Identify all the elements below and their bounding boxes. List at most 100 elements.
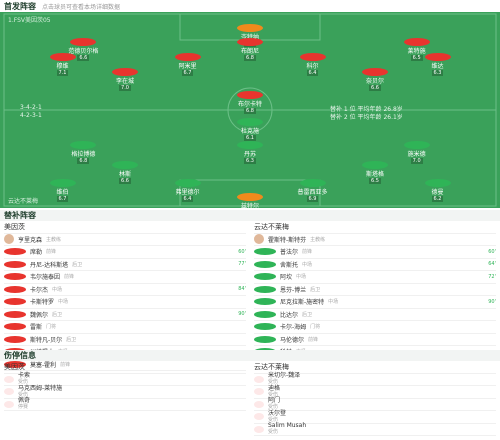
player-name: 施米德 — [407, 151, 426, 158]
rating: 6.4 — [181, 196, 194, 202]
player-name: 阿门 — [268, 397, 281, 405]
sub-player: 卡尔-海姆 门将 — [254, 321, 496, 334]
status: 受伤 — [268, 416, 279, 423]
injury-icon — [254, 425, 264, 433]
rating: 7.0 — [119, 85, 131, 91]
sub-player: 斯特凡-贝尔 后卫 — [4, 334, 246, 346]
injury-column: 云达不莱梅 米切尔-魏泽 受伤 迪格 受伤 阿门 受伤 沃尔登 受伤 Salim Musah 受伤 — [250, 361, 500, 436]
player-name: 斯特凡-贝尔 — [30, 336, 63, 344]
player-name: 奈贝尔 — [365, 78, 384, 85]
player: 斯塔格 6.5 — [362, 161, 388, 184]
shirt — [254, 298, 276, 306]
injury-section: 伤停信息 美因茨 卡索 受伤 马克西姆-莱特施 受伤 佩奇 停赛 云达不莱梅 米切尔-魏泽 受伤 迪格… — [0, 350, 500, 436]
player: 奈贝尔 6.6 — [362, 68, 388, 91]
injured-player: 阿门 受伤 — [254, 397, 496, 411]
section-title: 替补阵容 — [0, 210, 500, 221]
shirt — [254, 335, 276, 343]
rating: 6.7 — [181, 70, 194, 76]
shirt — [403, 141, 430, 149]
sub-player: 魏佩尔 后卫 90' — [4, 309, 246, 321]
player-name: 弗里德尔 — [175, 189, 200, 196]
status: 受伤 — [268, 404, 279, 411]
shirt — [254, 248, 276, 256]
sub-time: 90' — [238, 311, 246, 318]
position: 前锋 — [46, 249, 57, 256]
title: 首发阵容 — [4, 1, 36, 11]
status: 受伤 — [268, 429, 279, 436]
player: 阿米里 6.7 — [174, 53, 201, 76]
player-name: 林斯 — [118, 171, 131, 178]
shirt — [4, 335, 26, 343]
player-name: 雷斯 — [30, 324, 43, 332]
info: 马克西姆-莱特施 受伤 — [18, 385, 62, 398]
shirt — [362, 68, 388, 76]
shirt — [299, 179, 326, 187]
shirt — [403, 38, 430, 46]
status: 停赛 — [18, 404, 29, 411]
position: 中场 — [52, 286, 63, 293]
player: 兹特尔6.5 — [237, 193, 263, 208]
position: 后卫 — [302, 311, 313, 318]
player-name: 普法尔 — [280, 249, 299, 257]
rating: 7.1 — [56, 70, 69, 76]
shirt — [174, 179, 201, 187]
header: 首发阵容 点击球员可查看本场详细数据 — [0, 0, 500, 12]
player: 维达 6.3 — [424, 53, 451, 76]
player-name: 魏佩尔 — [30, 311, 49, 319]
formation: 4-2-3-1 — [20, 112, 42, 119]
injury-column: 美因茨 卡索 受伤 马克西姆-莱特施 受伤 佩奇 停赛 — [0, 361, 250, 436]
injury-icon — [254, 388, 264, 396]
info: 迪格 受伤 — [268, 385, 280, 398]
player-name: 布朗尼 — [240, 48, 259, 55]
coach-row: 亨里克森 主教练 — [4, 234, 246, 246]
shirt — [174, 53, 201, 61]
position: 后卫 — [72, 261, 83, 268]
player-name: 李在城 — [115, 78, 134, 85]
player-name: 莱特施 — [407, 48, 426, 55]
position: 前锋 — [60, 361, 71, 368]
section-title: 伤停信息 — [0, 350, 500, 361]
rating: 6.9 — [306, 196, 319, 202]
sub-time: 64' — [488, 261, 496, 268]
player-name: 斯塔格 — [365, 171, 384, 178]
rating: 6.6 — [369, 85, 381, 91]
player-name: 恩芬-博兰 — [280, 286, 307, 294]
position: 后卫 — [310, 286, 321, 293]
avatar — [4, 234, 14, 245]
coach-name: 霍斯特-斯特芬 — [268, 236, 307, 244]
subs-column: 美因茨 亨里克森 主教练 席勒 前锋 60' 丹尼-达科斯塔 后卫 77' 韦尔施泰因 前锋 卡尔杰中… — [0, 221, 250, 371]
rating: 6.8 — [244, 108, 256, 114]
sub-player: 莫塞-霍利 前锋 — [4, 359, 246, 371]
shirt — [424, 179, 451, 187]
shirt — [4, 260, 26, 268]
sub-player: 阿坎 中场 72' — [254, 271, 496, 284]
coach-name: 亨里克森 — [18, 236, 43, 244]
shirt — [4, 248, 26, 256]
shirt — [424, 53, 451, 61]
player-name: 卡斯特罗 — [30, 299, 55, 307]
rating: 6.6 — [77, 55, 90, 61]
injured-player: 卡索 受伤 — [4, 372, 246, 386]
sub-time: 84' — [238, 286, 246, 293]
sub-time: 72' — [488, 273, 496, 280]
team-row: 云达不莱梅 — [254, 221, 496, 234]
player-name: 卡索 — [18, 372, 31, 380]
status: 受伤 — [268, 391, 279, 398]
player: 维伯 6.7 — [49, 179, 76, 202]
shirt — [4, 310, 26, 318]
sub-player: 韦尔施泰因 前锋 — [4, 271, 246, 284]
player: 布尔卡特 6.8 — [237, 91, 263, 114]
sub-time: 90' — [488, 298, 496, 305]
player-name: 阿米里 — [178, 63, 197, 70]
player-name: 德曼 — [431, 189, 444, 196]
player: 穆维 7.1 — [49, 53, 76, 76]
player: 普雷西亚多 6.9 — [297, 179, 328, 202]
player: 莱特施 6.5 — [403, 38, 430, 61]
player-name: 范德贝尔格 — [68, 48, 99, 55]
player-name: 岑特纳 — [241, 32, 259, 41]
sub-time: 60' — [488, 248, 496, 255]
shirt — [237, 141, 263, 149]
position: 前锋 — [308, 336, 319, 343]
player-name: 维达 — [431, 63, 444, 70]
